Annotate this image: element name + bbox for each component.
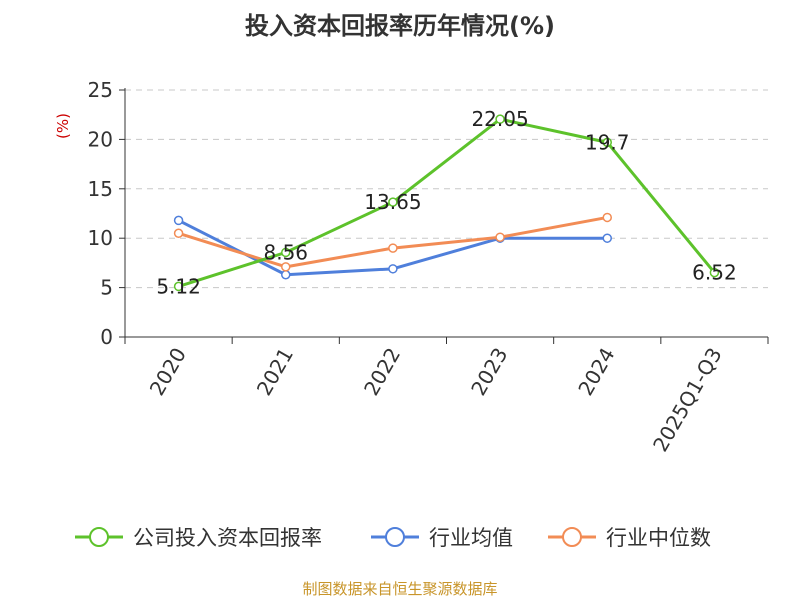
legend-marker xyxy=(89,527,109,547)
legend-marker xyxy=(562,527,582,547)
source-footer: 制图数据来自恒生聚源数据库 xyxy=(302,580,498,598)
data-point xyxy=(602,137,612,148)
data-point xyxy=(388,197,398,207)
data-point xyxy=(495,114,505,124)
x-tick-label: 2021 xyxy=(252,344,298,400)
y-tick-label: 25 xyxy=(88,78,113,102)
y-tick-label: 5 xyxy=(100,276,113,300)
data-label: 13.65 xyxy=(364,190,421,214)
data-point xyxy=(495,232,505,242)
x-tick-label: 2023 xyxy=(466,344,512,400)
y-axis-label: (%) xyxy=(54,113,72,139)
data-point xyxy=(709,267,720,278)
data-label: 8.56 xyxy=(263,240,308,264)
data-label: 6.52 xyxy=(692,261,737,285)
data-point xyxy=(281,262,291,272)
data-label: 22.05 xyxy=(471,107,528,131)
x-tick-label: 2024 xyxy=(573,344,619,400)
legend-label: 行业中位数 xyxy=(606,526,711,550)
data-point xyxy=(602,233,612,243)
y-tick-label: 15 xyxy=(88,177,113,201)
data-point xyxy=(173,228,184,239)
x-tick-label: 2022 xyxy=(359,344,405,400)
x-tick-label: 2020 xyxy=(145,344,191,400)
data-point xyxy=(173,281,184,292)
data-label: 19.7 xyxy=(585,130,630,154)
y-tick-label: 10 xyxy=(88,226,113,250)
legend-marker xyxy=(385,527,405,547)
y-tick-label: 20 xyxy=(88,127,113,151)
series-line xyxy=(178,215,608,269)
data-point xyxy=(173,215,184,226)
data-point xyxy=(602,212,612,223)
legend-label: 公司投入资本回报率 xyxy=(133,526,322,550)
data-point xyxy=(281,247,291,258)
x-tick-label: 2025Q1-Q3 xyxy=(648,344,727,456)
legend-label: 行业均值 xyxy=(429,526,513,550)
data-point xyxy=(388,243,398,253)
data-point xyxy=(281,270,291,280)
data-label: 5.12 xyxy=(156,274,201,298)
chart-title: 投入资本回报率历年情况(%) xyxy=(245,12,555,40)
series-line xyxy=(178,117,716,288)
y-tick-label: 0 xyxy=(100,325,113,349)
data-point xyxy=(388,264,398,274)
